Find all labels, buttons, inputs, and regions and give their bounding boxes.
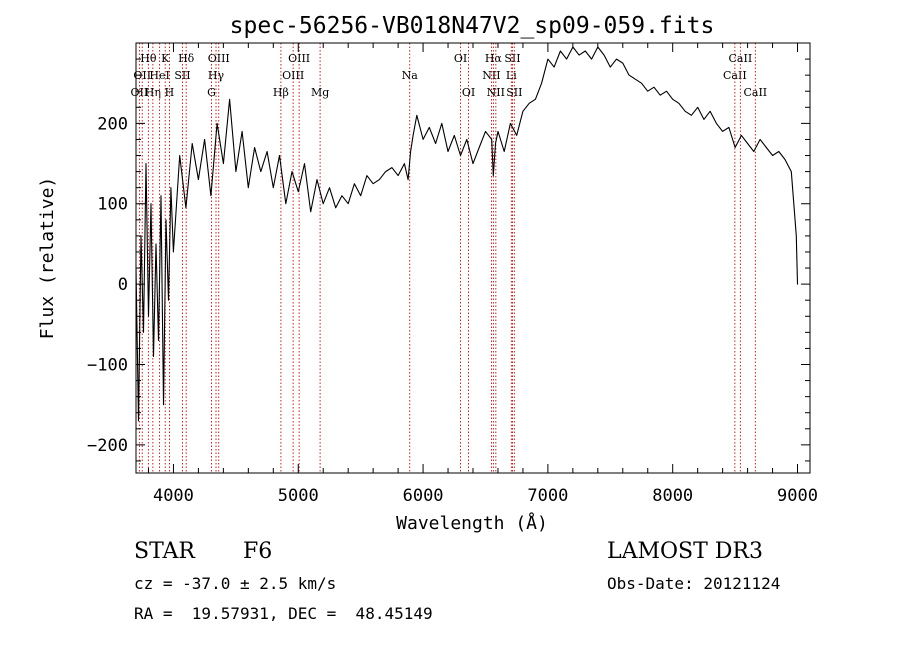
line-label-14: OIII [288,52,310,65]
line-label-24: SII [506,86,522,99]
axis-ticks: 4000 5000 6000 7000 8000 9000 −200 −100 0 100 200 [87,43,818,506]
line-label-5: K [161,52,170,65]
x-tick-label-2: 6000 [403,486,444,506]
y-axis-label: Flux (relative) [37,177,58,340]
line-label-3: Hη [145,86,161,99]
spectrum-layer [135,46,799,422]
line-label-16: Na [402,69,419,82]
x-tick-label-0: 4000 [153,486,194,506]
line-label-8: Hδ [178,52,195,65]
line-label-12: Hβ [273,86,289,99]
y-tick-label-2: 0 [118,275,128,295]
line-label-19: NII [482,69,500,82]
line-label-0: OII [131,86,149,99]
y-tick-label-0: −200 [87,436,128,456]
line-label-11: OIII [208,52,230,65]
plot-frame [135,42,811,474]
line-label-18: OI [462,86,475,99]
line-label-21: NII [487,86,505,99]
line-label-22: Li [506,69,517,82]
line-label-27: CaII [743,86,767,99]
line-label-1: OII [133,69,151,82]
line-label-13: OIII [282,69,304,82]
line-label-9: G [207,86,216,99]
obs-date: Obs-Date: 20121124 [607,574,781,593]
redshift-cz: cz = -37.0 ± 2.5 km/s [134,574,337,593]
x-axis-label: Wavelength (Å) [396,512,548,534]
spectrum-line-0 [135,46,799,422]
survey-name: LAMOST DR3 [607,539,763,564]
line-label-25: CaII [723,69,747,82]
x-tick-label-3: 7000 [527,486,568,506]
x-tick-label-1: 5000 [278,486,319,506]
y-tick-label-4: 200 [97,114,128,134]
line-label-17: OI [454,52,467,65]
line-label-2: Hθ [140,52,157,65]
chart-title: spec-56256-VB018N47V2_sp09-059.fits [230,13,715,39]
line-label-10: Hγ [208,69,225,82]
object-subclass: F6 [243,539,273,564]
object-class: STAR [134,539,195,564]
line-label-6: H [165,86,175,99]
line-label-7: SII [174,69,190,82]
x-tick-label-5: 9000 [777,486,818,506]
line-label-23: SII [504,52,520,65]
line-label-26: CaII [729,52,753,65]
line-label-20: Hα [485,52,503,65]
coordinates: RA = 19.57931, DEC = 48.45149 [134,604,433,623]
line-label-15: Mg [311,86,329,99]
line-label-4: HeI [149,69,169,82]
x-tick-label-4: 8000 [652,486,693,506]
y-tick-label-1: −100 [87,355,128,375]
spectral-line-markers: OII OII Hθ Hη HeI K H SII Hδ G Hγ OIII Hβ OIII OIII Mg N… [131,43,767,473]
y-tick-label-3: 100 [97,195,128,215]
